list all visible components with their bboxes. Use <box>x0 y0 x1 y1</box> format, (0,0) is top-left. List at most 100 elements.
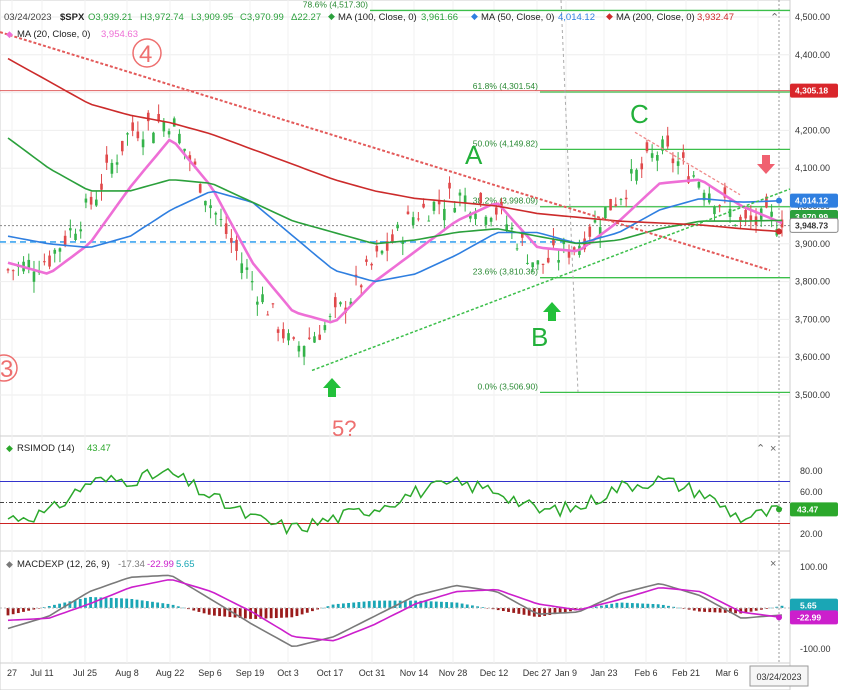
candle-body <box>645 142 649 152</box>
candle-body <box>572 247 576 251</box>
ma200-line <box>7 57 783 233</box>
macd-histogram-bar <box>166 603 170 608</box>
candle-body <box>307 337 311 339</box>
macd-histogram-bar <box>104 597 108 608</box>
macd-histogram-bar <box>460 603 464 608</box>
macd-histogram-bar <box>522 608 526 615</box>
badge-4305-text: 4,305.18 <box>795 86 828 96</box>
candle-body <box>250 281 254 283</box>
candle-body <box>100 183 103 190</box>
macd-histogram-bar <box>367 601 371 608</box>
macd-histogram-bar <box>156 602 160 608</box>
x-tick-label: Oct 17 <box>317 668 344 678</box>
macd-histogram-bar <box>610 603 614 608</box>
current-date-box <box>749 665 809 687</box>
candle-body <box>126 133 129 135</box>
x-tick-label: Aug 8 <box>115 668 139 678</box>
x-tick-label: Dec 12 <box>480 668 509 678</box>
candle-body <box>765 196 768 208</box>
wave-marks: 3 4 5? A B C <box>0 38 775 441</box>
candle-body <box>136 131 140 139</box>
macd-histogram-bar <box>27 608 31 611</box>
candle-body <box>287 333 290 341</box>
rsi-close-icon[interactable]: × <box>770 443 776 455</box>
price-badges: 4,305.18 4,014.12 3,970.993,948.73 43.47 5.6… <box>776 83 839 625</box>
macd-histogram-bar <box>140 600 144 608</box>
macd-histogram-bar <box>362 601 366 608</box>
y-axes: 4,500.004,400.004,300.004,200.004,100.00… <box>795 12 831 654</box>
candle-body <box>624 197 628 200</box>
ma200-label: MA (200, Close, 0) <box>616 12 695 23</box>
wave-4-circle <box>132 38 162 68</box>
macd-y-tick: -100.00 <box>800 644 831 654</box>
candle-body <box>520 233 524 238</box>
macd-histogram-bar <box>171 604 175 608</box>
price-y-tick: 3,500.00 <box>795 390 830 400</box>
candle-body <box>219 218 223 220</box>
macd-histogram-bar <box>651 604 655 608</box>
fib-levels: 78.6% (4,517.30) 61.8% (4,301.54) 50.0% (4… <box>0 0 790 394</box>
candle-body <box>557 260 560 263</box>
candle-body <box>422 203 425 208</box>
uptrend-line <box>311 188 791 372</box>
candle-body <box>749 215 753 222</box>
macd-histogram-bar <box>641 603 645 608</box>
candle-body <box>588 226 592 237</box>
candle-body <box>276 329 280 333</box>
candle-body <box>505 224 508 231</box>
candle-body <box>489 217 493 222</box>
rsi-collapse-icon[interactable]: ⌃ <box>756 443 765 455</box>
candle-body <box>427 220 431 222</box>
price-y-tick: 4,500.00 <box>795 12 830 22</box>
x-tick-label: Jul 25 <box>73 668 97 678</box>
macd-histogram-bar <box>594 606 598 608</box>
collapse-price-icon[interactable]: ⌃ <box>770 12 779 24</box>
candle-body <box>141 139 145 148</box>
macd-histogram-bar <box>6 608 10 616</box>
candle-body <box>593 220 597 223</box>
macd-histogram-bar <box>403 600 407 608</box>
macd-histogram-bar <box>295 608 299 617</box>
candle-body <box>240 263 244 274</box>
x-tick-label: Feb 6 <box>634 668 657 678</box>
x-tick-label: 27 <box>7 668 17 678</box>
price-y-tick: 3,600.00 <box>795 352 830 362</box>
candle-body <box>230 237 233 243</box>
candle-body <box>739 216 742 221</box>
candle-body <box>318 334 321 340</box>
macd-histogram-bar <box>744 608 748 613</box>
candle-body <box>770 211 773 217</box>
macd-histogram-bar <box>197 608 201 612</box>
macd-histogram-bar <box>759 608 763 610</box>
candle-body <box>713 206 716 215</box>
candle-body <box>339 302 342 305</box>
candle-body <box>224 223 228 234</box>
macd-hist-badge-box <box>790 598 838 613</box>
candle-body <box>110 162 114 174</box>
macd-histogram-bar <box>538 608 541 617</box>
fib-anchor-line <box>560 0 579 393</box>
price-y-tick: 4,200.00 <box>795 125 830 135</box>
macd-histogram-bar <box>455 602 459 608</box>
candle-body <box>235 239 238 251</box>
macd-close-icon[interactable]: × <box>770 558 776 570</box>
candle-body <box>515 248 519 250</box>
macd-histogram-bar <box>517 608 521 614</box>
candle-body <box>146 112 150 122</box>
ma100-label: MA (100, Close, 0) <box>338 12 417 23</box>
candle-body <box>484 216 488 225</box>
macd-histogram-bar <box>202 608 206 614</box>
wave-c-label: C <box>630 99 649 129</box>
macd-histogram-bar <box>605 604 608 608</box>
x-tick-label: Feb 21 <box>672 668 700 678</box>
header-change: Δ22.27 <box>291 12 321 23</box>
macd-histogram-bar <box>424 601 428 608</box>
up-arrow-icon <box>323 378 341 397</box>
macd-histogram-bar <box>677 607 681 609</box>
macd-histogram-bar <box>713 608 717 613</box>
macd-histogram-bar <box>243 608 247 619</box>
x-tick-label: Jan 23 <box>590 668 617 678</box>
macd-histogram-bar <box>646 603 650 608</box>
macd-histogram-bar <box>723 608 727 613</box>
